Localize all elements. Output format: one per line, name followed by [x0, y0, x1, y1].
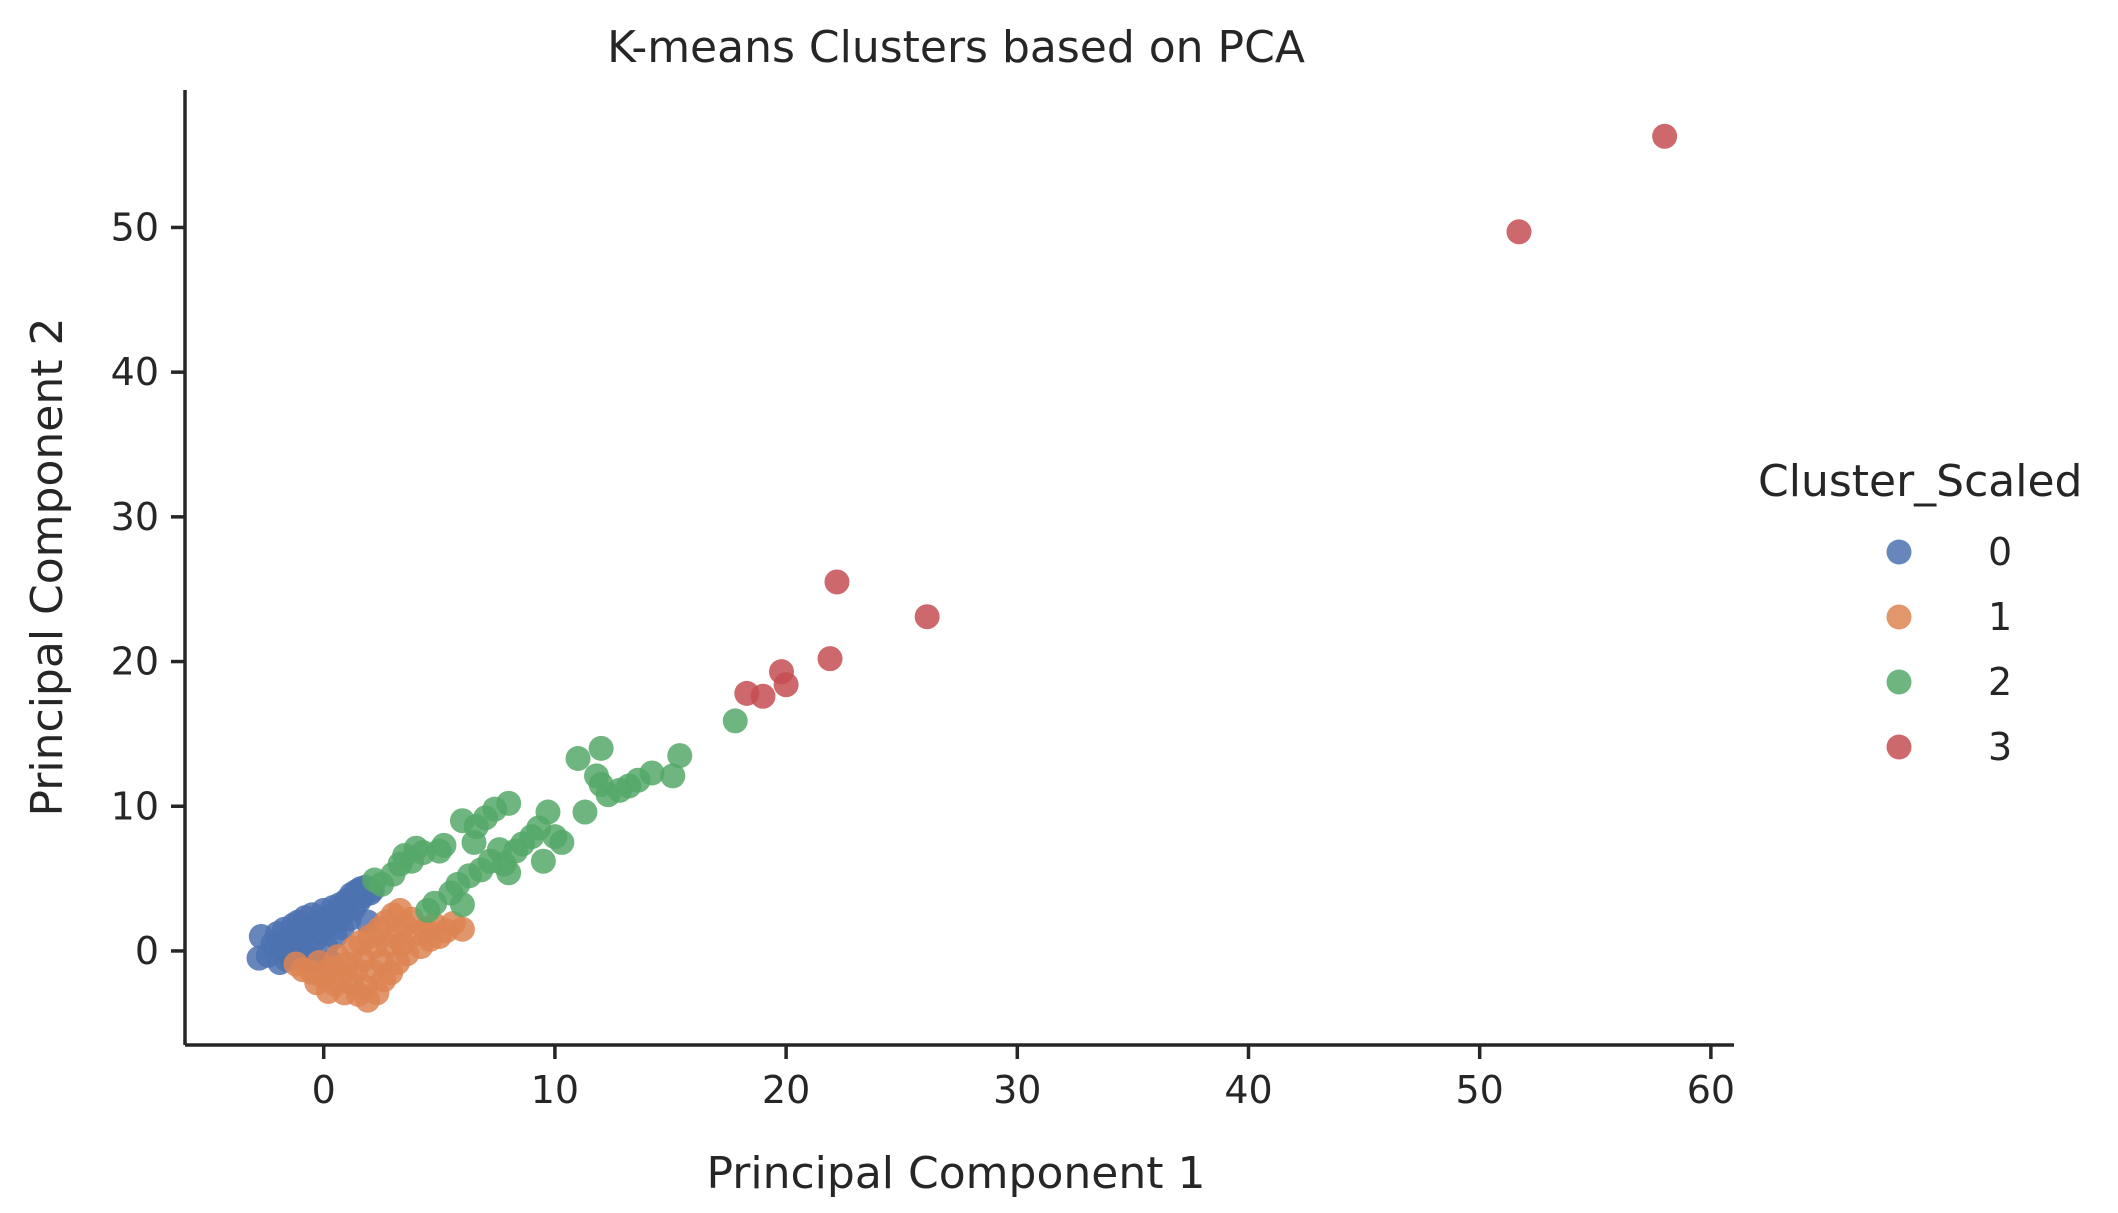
- legend-items: 0 1 2 3: [1886, 530, 2012, 769]
- cluster-3-point: [824, 569, 850, 595]
- y-tick-label: 0: [135, 929, 159, 973]
- legend-marker-0: [1886, 539, 1912, 565]
- points-layer: [246, 123, 1678, 1013]
- cluster-3-point: [773, 672, 799, 698]
- cluster-2-point: [496, 790, 522, 816]
- cluster-2-point: [535, 799, 561, 825]
- legend-label-3: 3: [1988, 725, 2012, 769]
- cluster-2-point: [572, 799, 598, 825]
- y-tick-label: 20: [111, 640, 159, 684]
- legend-label-1: 1: [1988, 595, 2012, 639]
- legend-marker-1: [1886, 604, 1912, 630]
- y-axis-label: Principal Component 2: [22, 318, 73, 817]
- x-tick-label: 40: [1224, 1068, 1272, 1112]
- y-tick-label: 40: [111, 350, 159, 394]
- cluster-3-point: [914, 604, 940, 630]
- cluster-3-point: [1506, 219, 1532, 245]
- x-tick-label: 60: [1687, 1068, 1735, 1112]
- chart-title: K-means Clusters based on PCA: [607, 22, 1305, 73]
- x-tick-label: 50: [1456, 1068, 1504, 1112]
- x-axis-label: Principal Component 1: [707, 1148, 1206, 1199]
- cluster-2-point: [431, 832, 457, 858]
- cluster-1-point: [449, 916, 475, 942]
- y-tick-label: 50: [111, 205, 159, 249]
- legend-marker-3: [1886, 734, 1912, 760]
- x-tick-label: 30: [993, 1068, 1041, 1112]
- cluster-2-point: [530, 848, 556, 874]
- legend-title: Cluster_Scaled: [1758, 456, 2082, 507]
- cluster-3-point: [750, 683, 776, 709]
- cluster-3-point: [1652, 123, 1678, 149]
- cluster-2-point: [722, 708, 748, 734]
- y-tick-label: 10: [111, 784, 159, 828]
- cluster-2-point: [565, 746, 591, 771]
- cluster-2-point: [549, 829, 575, 855]
- x-tick-label: 0: [312, 1068, 336, 1112]
- cluster-3-point: [817, 646, 843, 672]
- legend-marker-2: [1886, 669, 1912, 695]
- cluster-2-point: [588, 735, 614, 761]
- y-tick-label: 30: [111, 495, 159, 539]
- x-tick-label: 10: [531, 1068, 579, 1112]
- cluster-2-point: [639, 760, 665, 786]
- legend-label-0: 0: [1988, 530, 2012, 574]
- cluster-2-point: [667, 743, 693, 769]
- cluster-2-point: [660, 763, 686, 789]
- x-tick-label: 20: [762, 1068, 810, 1112]
- legend-label-2: 2: [1988, 660, 2012, 704]
- ticks-layer: 0 10 20 30 40 50 60 0 10 20 30 40 50: [111, 205, 1735, 1112]
- cluster-1-point: [283, 951, 309, 977]
- legend: Cluster_Scaled 0 1 2 3: [1758, 456, 2082, 769]
- cluster-2-point: [449, 892, 475, 918]
- cluster-2-point: [496, 860, 522, 886]
